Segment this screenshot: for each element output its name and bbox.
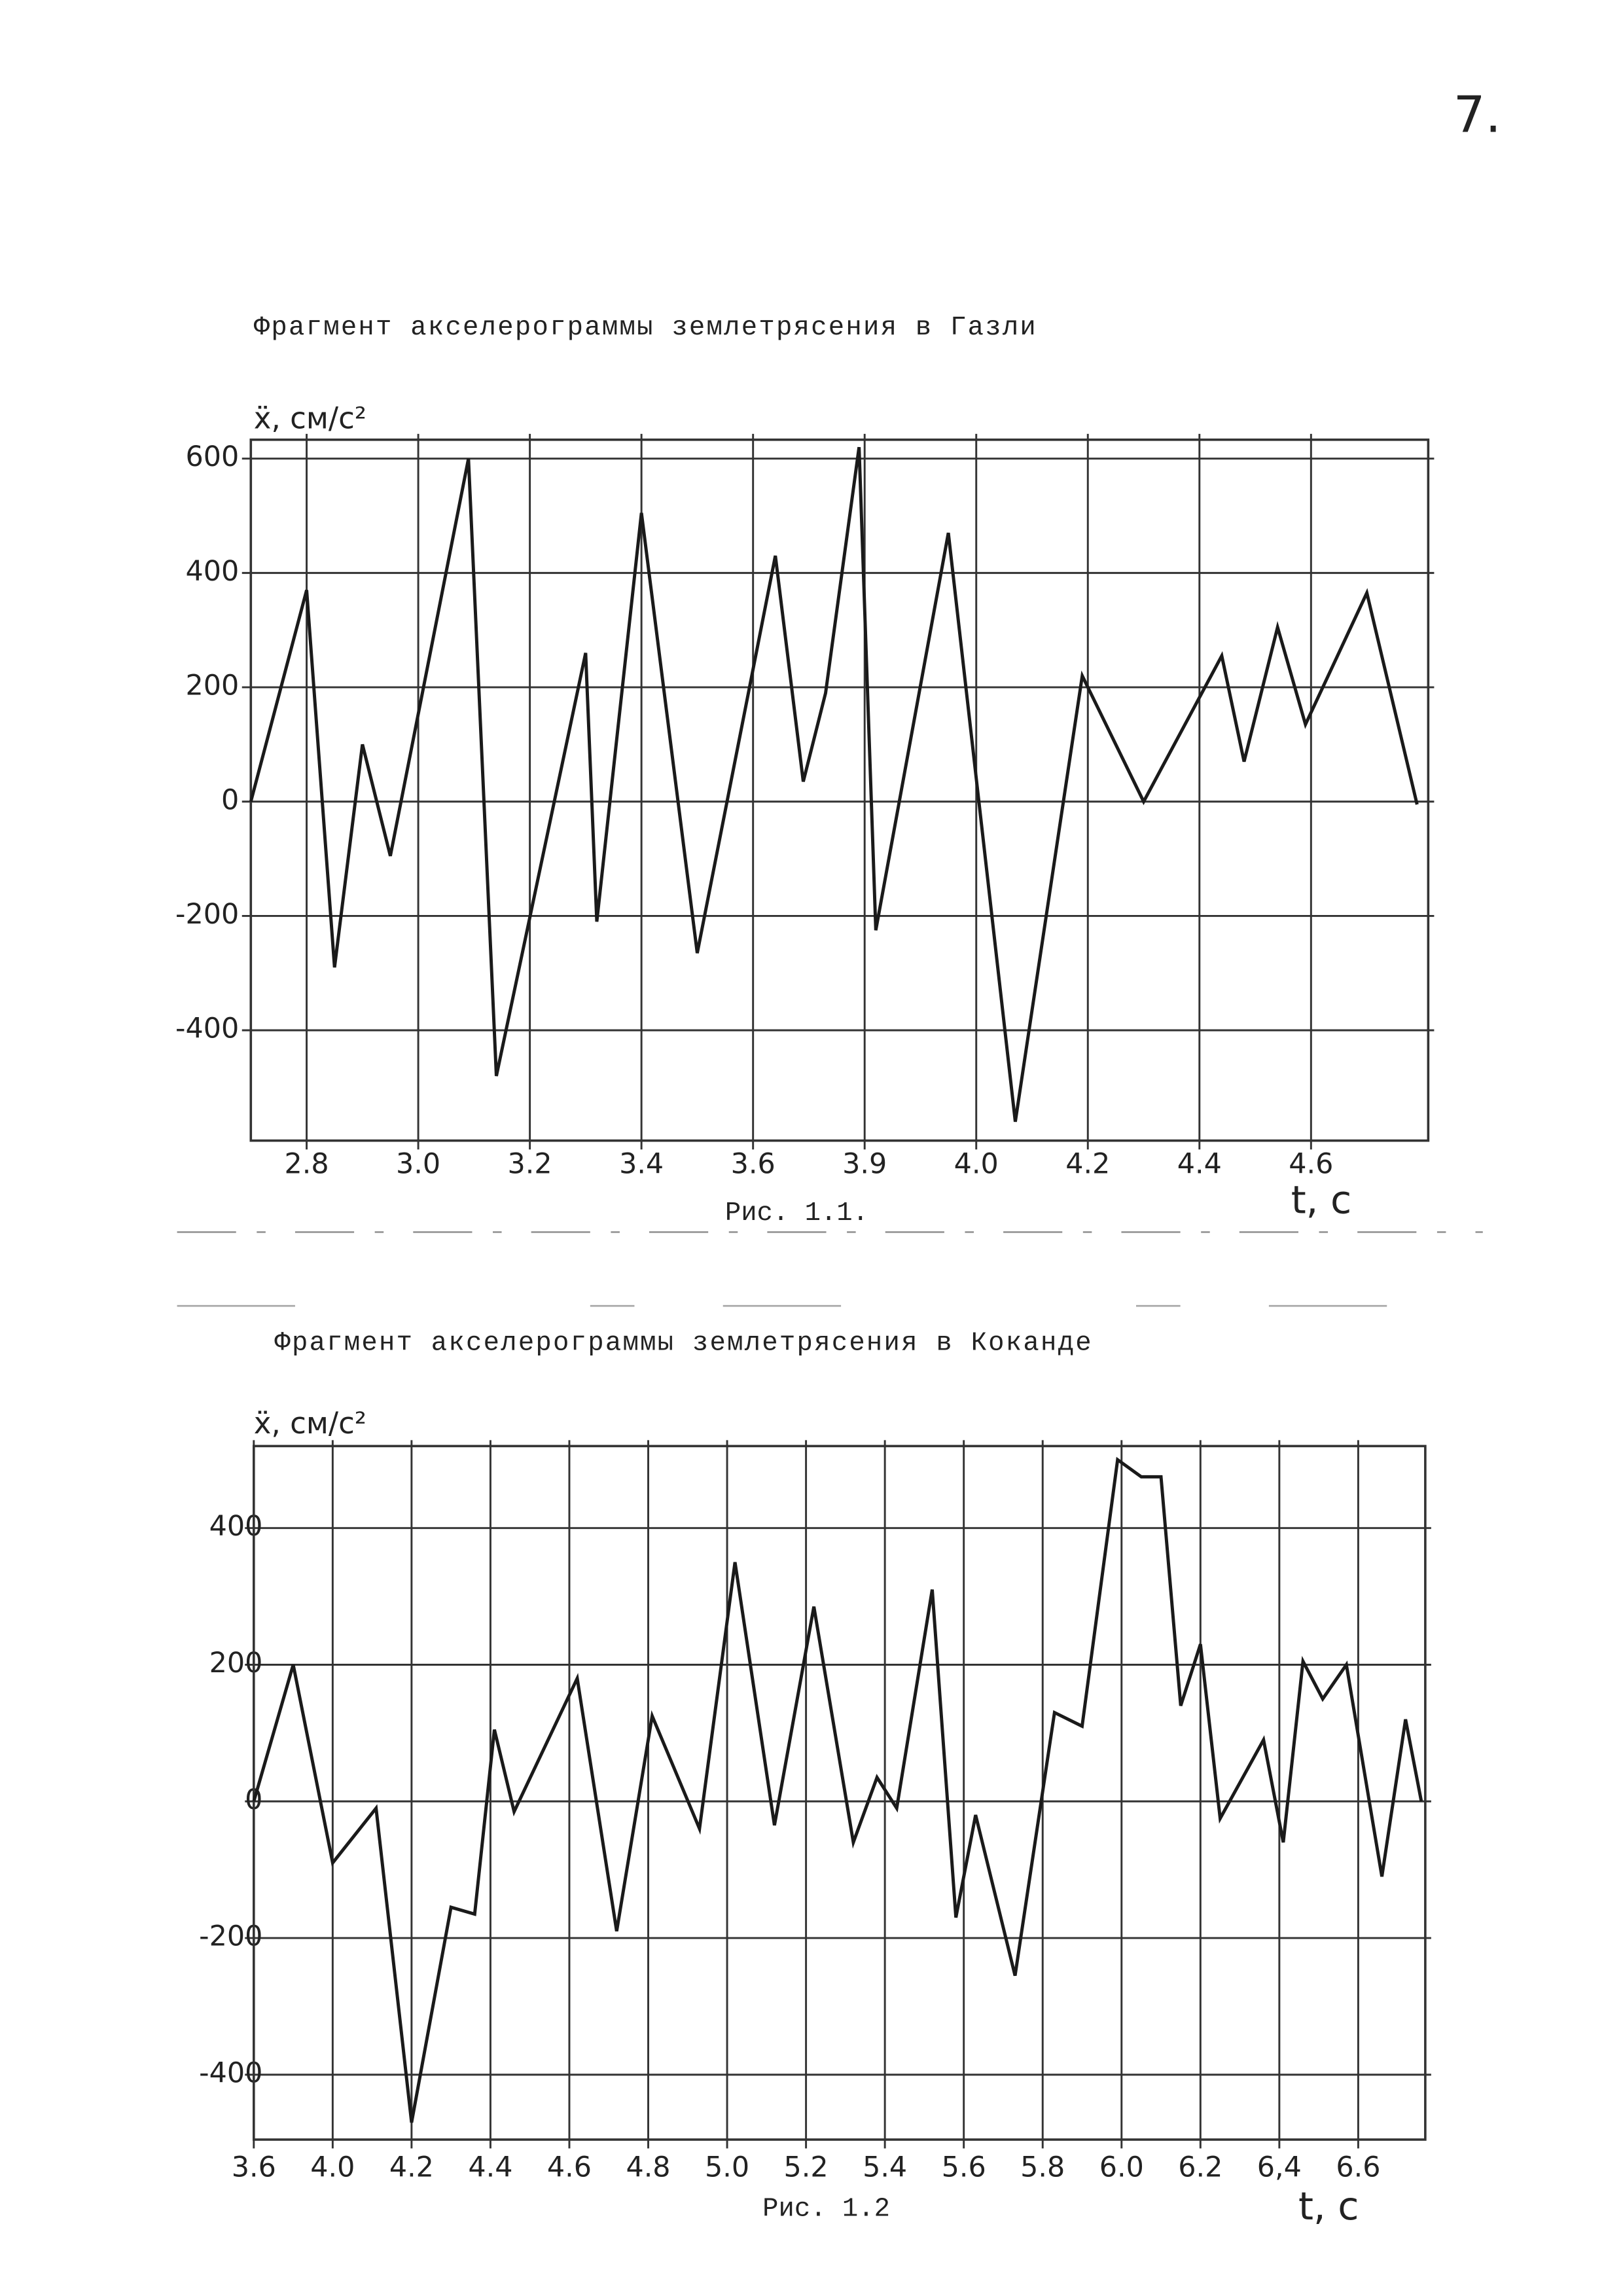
- x-tick-label: 3.4: [619, 1148, 664, 1181]
- x-axis-label: t, c: [1291, 1178, 1351, 1223]
- figure-caption: Рис. 1.2: [762, 2195, 890, 2225]
- y-tick-label: -200: [199, 1920, 262, 1953]
- x-axis-label: t, c: [1298, 2184, 1359, 2229]
- x-tick-label: 5.2: [784, 2151, 829, 2184]
- page-number: 7.: [1454, 86, 1501, 144]
- y-axis-label: ẍ, см/с²: [254, 1406, 366, 1441]
- x-tick-label: 4.4: [1177, 1148, 1222, 1181]
- figure-caption: Рис. 1.1.: [725, 1198, 868, 1229]
- y-tick-label: -400: [175, 1013, 239, 1045]
- data-line: [249, 446, 1419, 1122]
- x-tick-label: 6.6: [1336, 2151, 1380, 2184]
- x-tick-label: 6.2: [1178, 2151, 1222, 2184]
- x-tick-label: 4.4: [468, 2151, 512, 2184]
- x-tick-label: 4.6: [547, 2151, 592, 2184]
- x-tick-label: 4.6: [1289, 1148, 1333, 1181]
- y-tick-label: 400: [186, 555, 240, 588]
- chart-title: Фрагмент акселерограммы землетрясения в …: [254, 313, 1037, 343]
- data-line: [252, 1456, 1423, 2123]
- x-tick-label: 5.0: [705, 2151, 749, 2184]
- x-tick-label: 4.2: [389, 2151, 434, 2184]
- x-tick-label: 5.6: [942, 2151, 986, 2184]
- x-tick-label: 5.8: [1020, 2151, 1065, 2184]
- plot-frame: [249, 439, 1430, 1142]
- y-tick-label: 200: [186, 670, 240, 702]
- x-tick-label: 4.8: [626, 2151, 670, 2184]
- x-tick-label: 3.2: [508, 1148, 552, 1181]
- chart-title: Фрагмент акселерограммы землетрясения в …: [274, 1328, 1092, 1358]
- y-tick-label: -400: [199, 2056, 262, 2089]
- y-tick-label: -200: [175, 898, 239, 931]
- y-tick-label: 0: [221, 783, 239, 816]
- x-tick-label: 5.4: [863, 2151, 907, 2184]
- x-tick-label: 6,4: [1257, 2151, 1302, 2184]
- x-tick-label: 6.0: [1099, 2151, 1144, 2184]
- plot-frame: [252, 1444, 1427, 2141]
- x-tick-label: 2.8: [284, 1148, 329, 1181]
- x-tick-label: 3.0: [396, 1148, 440, 1181]
- y-tick-label: 600: [186, 440, 240, 473]
- x-tick-label: 4.0: [310, 2151, 355, 2184]
- y-axis-label: ẍ, см/с²: [254, 401, 366, 436]
- x-tick-label: 4.0: [954, 1148, 999, 1181]
- x-tick-label: 3.6: [731, 1148, 776, 1181]
- x-tick-label: 3.6: [232, 2151, 276, 2184]
- x-tick-label: 3.9: [842, 1148, 887, 1181]
- x-tick-label: 4.2: [1065, 1148, 1110, 1181]
